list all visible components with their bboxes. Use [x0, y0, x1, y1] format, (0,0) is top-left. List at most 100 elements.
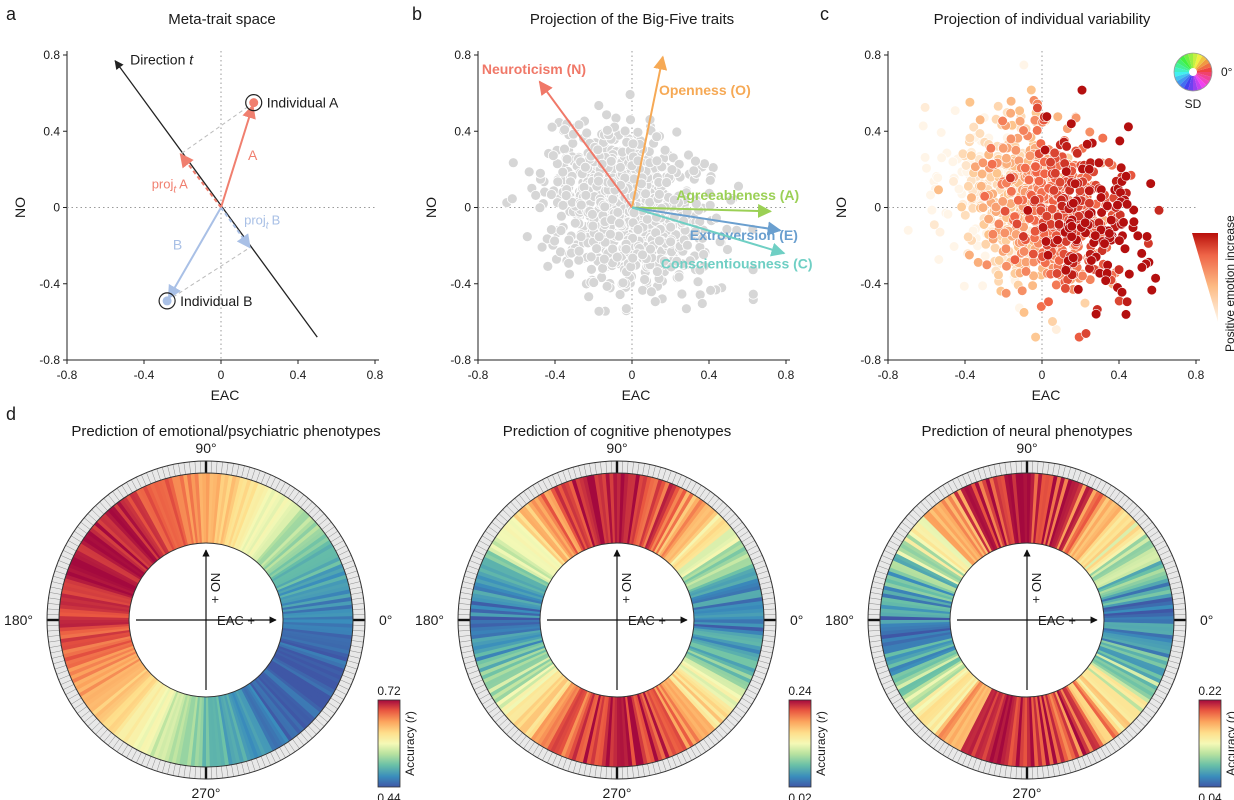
ring-tick: [637, 462, 640, 475]
panel-c-x-tick-label: 0.4: [1111, 368, 1128, 382]
ring-tick: [711, 498, 720, 508]
accuracy-wedge: [1070, 498, 1114, 558]
accuracy-wedge: [74, 549, 139, 586]
accuracy-wedge: [1087, 529, 1146, 575]
ring-tick: [161, 761, 166, 773]
ring-tick: [1072, 759, 1077, 772]
scatter-point: [932, 172, 943, 183]
ring-tick: [703, 491, 711, 502]
ring-tick: [722, 721, 732, 731]
scatter-point: [974, 128, 986, 139]
scatter-point: [979, 191, 990, 202]
scatter-point: [1120, 171, 1132, 182]
color-wheel-sector: [1174, 67, 1193, 72]
ring-tick: [47, 608, 60, 610]
ring-tick: [547, 752, 553, 764]
accuracy-wedge: [560, 482, 590, 550]
scatter-point: [997, 196, 1008, 207]
scatter-point: [1000, 243, 1012, 254]
accuracy-wedge: [683, 545, 747, 584]
scatter-point: [963, 231, 974, 242]
accuracy-wedge: [502, 524, 559, 572]
ring-tick: [1166, 665, 1179, 670]
ring-tick: [901, 710, 912, 719]
accuracy-wedge: [96, 671, 151, 722]
ring-tick: [952, 479, 959, 491]
accuracy-wedge: [974, 691, 1002, 759]
ring-tick: [80, 521, 91, 530]
ring-tick: [889, 693, 900, 700]
ring-tick: [460, 592, 473, 595]
accuracy-wedge: [139, 688, 174, 754]
ring-tick: [908, 718, 918, 727]
ring-tick: [47, 630, 60, 632]
trait-vector-label: Conscientiousness (C): [661, 256, 813, 272]
accuracy-wedge: [64, 639, 133, 663]
accuracy-wedge: [908, 665, 967, 711]
scatter-point: [1102, 200, 1113, 211]
ring-tick: [345, 665, 358, 670]
scatter-point: [1045, 157, 1056, 168]
color-wheel-sector: [1174, 72, 1193, 77]
ring-tick: [912, 509, 922, 519]
ring-tick: [751, 555, 763, 561]
accuracy-wedge: [213, 473, 226, 544]
color-wheel-sector: [1193, 62, 1212, 72]
ring-tick: [479, 693, 490, 700]
panel-c-y-tick-label: 0: [874, 201, 881, 215]
accuracy-wedge: [582, 694, 602, 764]
scatter-point: [1023, 174, 1034, 185]
accuracy-wedge: [1100, 641, 1169, 666]
accuracy-wedge: [1097, 559, 1163, 591]
accuracy-wedge: [1073, 502, 1120, 561]
scatter-point: [1104, 228, 1115, 239]
accuracy-wedge: [174, 475, 192, 545]
accuracy-wedge: [78, 543, 141, 582]
accuracy-wedge: [1103, 629, 1173, 643]
accuracy-wedge: [80, 660, 142, 701]
color-wheel-sector: [1188, 72, 1193, 91]
ring-tick: [726, 718, 736, 727]
ring-tick: [510, 501, 519, 511]
ring-tick: [1161, 679, 1173, 685]
accuracy-wedge: [914, 521, 970, 571]
ring-tick: [352, 630, 365, 632]
accuracy-wedge: [670, 674, 722, 727]
ring-tick: [342, 560, 354, 566]
accuracy-wedge: [930, 505, 979, 562]
accuracy-wedge: [471, 593, 542, 609]
accuracy-wedge: [473, 581, 543, 603]
accuracy-wedge: [589, 474, 605, 545]
ring-tick: [74, 530, 85, 539]
accuracy-wedge: [68, 563, 135, 593]
accuracy-wedge: [973, 481, 1002, 549]
accuracy-wedge: [497, 530, 556, 576]
accuracy-wedge: [1098, 645, 1166, 673]
ring-tick: [1142, 521, 1153, 530]
accuracy-wedge: [1081, 672, 1135, 724]
scatter-point: [1046, 204, 1058, 215]
scatter-point: [1060, 265, 1071, 276]
ring-tick: [49, 592, 62, 595]
positive-emotion-colorbar-label: Positive emotion increase: [1223, 215, 1234, 352]
ring-tick: [761, 645, 774, 648]
accuracy-wedge: [996, 695, 1014, 765]
ring-tick: [1121, 732, 1130, 742]
accuracy-wedge: [96, 518, 151, 569]
color-wheel-sector: [1183, 53, 1193, 72]
panel-a-x-label: EAC: [211, 387, 240, 403]
ring-tick: [1170, 650, 1183, 654]
accuracy-wedge: [60, 597, 130, 611]
ring-tick: [1037, 766, 1039, 779]
accuracy-wedge: [60, 593, 131, 609]
scatter-point: [933, 184, 944, 195]
ring-tick: [1095, 479, 1102, 491]
ring-tick: [707, 735, 716, 746]
accuracy-wedge: [242, 490, 280, 554]
scatter-point: [659, 144, 671, 156]
inset-sd-label: SD: [1185, 97, 1202, 111]
accuracy-wedge: [549, 487, 584, 552]
accuracy-wedge: [536, 494, 577, 556]
scatter-point: [964, 97, 976, 108]
accuracy-wedge: [482, 556, 548, 590]
